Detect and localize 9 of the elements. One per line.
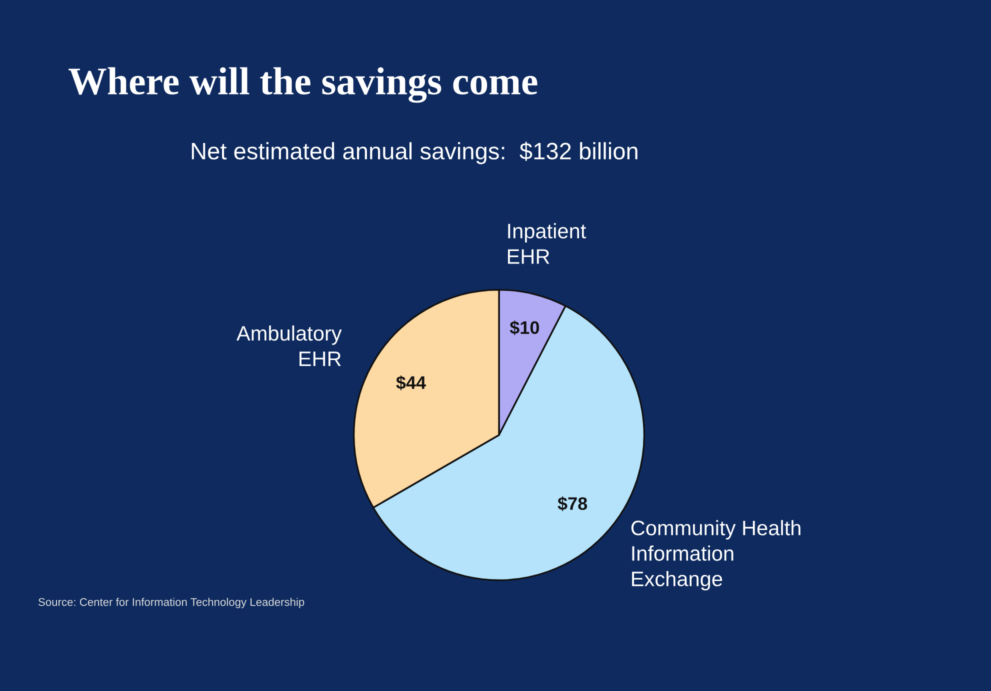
source-note: Source: Center for Information Technology Leadership [38,598,304,608]
chart-subtitle: Net estimated annual savings: $132 billion [192,142,638,164]
data-label: $10 [510,320,539,336]
chart-title: Where will the savings come [68,67,538,103]
data-label: $78 [558,496,588,512]
slice-label: Inpatient EHR [508,223,586,264]
slice-label: Community Health Information Exchange [631,520,800,590]
data-label: $44 [396,375,426,390]
slice-label: Ambulatory EHR [236,325,342,366]
